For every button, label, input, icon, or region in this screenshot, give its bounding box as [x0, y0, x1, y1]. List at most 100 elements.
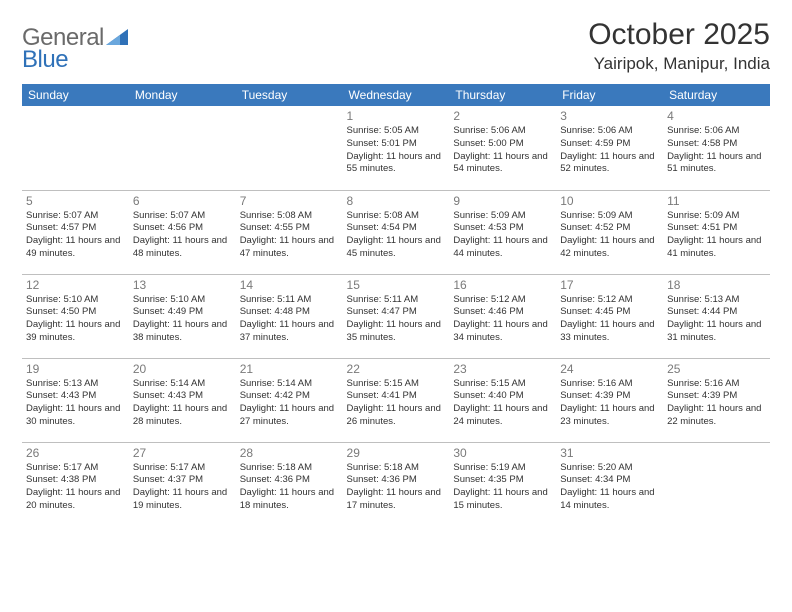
day-details: Sunrise: 5:12 AMSunset: 4:45 PMDaylight:… — [560, 294, 659, 345]
day-details: Sunrise: 5:06 AMSunset: 4:58 PMDaylight:… — [667, 125, 766, 176]
calendar-day-cell: 30Sunrise: 5:19 AMSunset: 4:35 PMDayligh… — [449, 442, 556, 526]
sunset-text: Sunset: 4:43 PM — [133, 390, 232, 403]
day-number: 21 — [240, 362, 339, 376]
sunset-text: Sunset: 4:58 PM — [667, 138, 766, 151]
dayheader-friday: Friday — [556, 84, 663, 106]
dayheader-wednesday: Wednesday — [343, 84, 450, 106]
daylight-text: Daylight: 11 hours and 52 minutes. — [560, 151, 659, 177]
dayheader-tuesday: Tuesday — [236, 84, 343, 106]
sunrise-text: Sunrise: 5:10 AM — [26, 294, 125, 307]
sunset-text: Sunset: 4:49 PM — [133, 306, 232, 319]
day-number: 9 — [453, 194, 552, 208]
dayheader-sunday: Sunday — [22, 84, 129, 106]
sunrise-text: Sunrise: 5:15 AM — [453, 378, 552, 391]
calendar-day-cell: 28 Sunrise: 5:18 AMSunset: 4:36 PMDayligh… — [236, 442, 343, 526]
calendar-day-cell: 6Sunrise: 5:07 AMSunset: 4:56 PMDaylight… — [129, 190, 236, 274]
daylight-text: Daylight: 11 hours and 47 minutes. — [240, 235, 339, 261]
day-number: 24 — [560, 362, 659, 376]
calendar-week-row: 12Sunrise: 5:10 AMSunset: 4:50 PMDayligh… — [22, 274, 770, 358]
sunset-text: Sunset: 4:43 PM — [26, 390, 125, 403]
calendar-day-cell: 5Sunrise: 5:07 AMSunset: 4:57 PMDaylight… — [22, 190, 129, 274]
calendar-day-cell: 27Sunrise: 5:17 AMSunset: 4:37 PMDayligh… — [129, 442, 236, 526]
calendar-day-cell: 9Sunrise: 5:09 AMSunset: 4:53 PMDaylight… — [449, 190, 556, 274]
sunrise-text: Sunrise: 5:20 AM — [560, 462, 659, 475]
calendar-day-cell: 24Sunrise: 5:16 AMSunset: 4:39 PMDayligh… — [556, 358, 663, 442]
day-number: 25 — [667, 362, 766, 376]
day-number: 31 — [560, 446, 659, 460]
daylight-text: Daylight: 11 hours and 20 minutes. — [26, 487, 125, 513]
sunrise-text: Sunrise: 5:06 AM — [560, 125, 659, 138]
day-details: Sunrise: 5:06 AMSunset: 4:59 PMDaylight:… — [560, 125, 659, 176]
sunset-text: Sunset: 4:55 PM — [240, 222, 339, 235]
daylight-text: Daylight: 11 hours and 37 minutes. — [240, 319, 339, 345]
day-details: Sunrise: 5:10 AMSunset: 4:50 PMDaylight:… — [26, 294, 125, 345]
calendar-day-cell: 25 Sunrise: 5:16 AMSunset: 4:39 PMDayligh… — [663, 358, 770, 442]
sunset-text: Sunset: 4:51 PM — [667, 222, 766, 235]
sunrise-text: Sunrise: 5:08 AM — [240, 210, 339, 223]
daylight-text: Daylight: 11 hours and 28 minutes. — [133, 403, 232, 429]
sunset-text: Sunset: 4:57 PM — [26, 222, 125, 235]
daylight-text: Daylight: 11 hours and 51 minutes. — [667, 151, 766, 177]
daylight-text: Daylight: 11 hours and 45 minutes. — [347, 235, 446, 261]
day-details: Sunrise: 5:13 AMSunset: 4:44 PMDaylight:… — [667, 294, 766, 345]
daylight-text: Daylight: 11 hours and 34 minutes. — [453, 319, 552, 345]
sunset-text: Sunset: 4:50 PM — [26, 306, 125, 319]
calendar-day-cell: 1 Sunrise: 5:05 AMSunset: 5:01 PMDaylight… — [343, 106, 450, 190]
title-block: October 2025 Yairipok, Manipur, India — [588, 18, 770, 74]
sunrise-text: Sunrise: 5:12 AM — [453, 294, 552, 307]
calendar-week-row: 26Sunrise: 5:17 AMSunset: 4:38 PMDayligh… — [22, 442, 770, 526]
day-number: 11 — [667, 194, 766, 208]
day-number: 27 — [133, 446, 232, 460]
calendar-day-cell: 2Sunrise: 5:06 AMSunset: 5:00 PMDaylight… — [449, 106, 556, 190]
sunrise-text: Sunrise: 5:17 AM — [26, 462, 125, 475]
daylight-text: Daylight: 11 hours and 54 minutes. — [453, 151, 552, 177]
sunrise-text: Sunrise: 5:16 AM — [560, 378, 659, 391]
sunrise-text: Sunrise: 5:17 AM — [133, 462, 232, 475]
dayheader-thursday: Thursday — [449, 84, 556, 106]
daylight-text: Daylight: 11 hours and 30 minutes. — [26, 403, 125, 429]
day-details: Sunrise: 5:19 AMSunset: 4:35 PMDaylight:… — [453, 462, 552, 513]
day-number: 3 — [560, 109, 659, 123]
daylight-text: Daylight: 11 hours and 19 minutes. — [133, 487, 232, 513]
sunrise-text: Sunrise: 5:09 AM — [560, 210, 659, 223]
day-details: Sunrise: 5:16 AMSunset: 4:39 PMDaylight:… — [667, 378, 766, 429]
sunset-text: Sunset: 5:01 PM — [347, 138, 446, 151]
calendar-day-cell: 17 Sunrise: 5:12 AMSunset: 4:45 PMDayligh… — [556, 274, 663, 358]
day-number: 22 — [347, 362, 446, 376]
brand-text-blue: Blue — [22, 46, 68, 73]
calendar-day-cell: 13Sunrise: 5:10 AMSunset: 4:49 PMDayligh… — [129, 274, 236, 358]
sunrise-text: Sunrise: 5:18 AM — [240, 462, 339, 475]
day-details: Sunrise: 5:05 AMSunset: 5:01 PMDaylight:… — [347, 125, 446, 176]
day-number: 17 — [560, 278, 659, 292]
day-details: Sunrise: 5:09 AMSunset: 4:52 PMDaylight:… — [560, 210, 659, 261]
daylight-text: Daylight: 11 hours and 44 minutes. — [453, 235, 552, 261]
day-number: 28 — [240, 446, 339, 460]
dayheader-saturday: Saturday — [663, 84, 770, 106]
sunrise-text: Sunrise: 5:11 AM — [240, 294, 339, 307]
calendar-day-cell — [22, 106, 129, 190]
daylight-text: Daylight: 11 hours and 33 minutes. — [560, 319, 659, 345]
daylight-text: Daylight: 11 hours and 55 minutes. — [347, 151, 446, 177]
sunset-text: Sunset: 4:59 PM — [560, 138, 659, 151]
sunrise-text: Sunrise: 5:10 AM — [133, 294, 232, 307]
sunset-text: Sunset: 4:39 PM — [560, 390, 659, 403]
daylight-text: Daylight: 11 hours and 26 minutes. — [347, 403, 446, 429]
calendar-day-cell: 20Sunrise: 5:14 AMSunset: 4:43 PMDayligh… — [129, 358, 236, 442]
sunrise-text: Sunrise: 5:19 AM — [453, 462, 552, 475]
sunset-text: Sunset: 4:46 PM — [453, 306, 552, 319]
day-number: 20 — [133, 362, 232, 376]
calendar-day-cell: 4Sunrise: 5:06 AMSunset: 4:58 PMDaylight… — [663, 106, 770, 190]
day-number: 7 — [240, 194, 339, 208]
sunrise-text: Sunrise: 5:07 AM — [26, 210, 125, 223]
calendar-day-cell: 14Sunrise: 5:11 AMSunset: 4:48 PMDayligh… — [236, 274, 343, 358]
sunset-text: Sunset: 4:53 PM — [453, 222, 552, 235]
sunrise-text: Sunrise: 5:13 AM — [667, 294, 766, 307]
daylight-text: Daylight: 11 hours and 39 minutes. — [26, 319, 125, 345]
calendar-day-cell — [236, 106, 343, 190]
day-number: 1 — [347, 109, 446, 123]
calendar-day-cell: 29Sunrise: 5:18 AMSunset: 4:36 PMDayligh… — [343, 442, 450, 526]
day-details: Sunrise: 5:18 AMSunset: 4:36 PMDaylight:… — [240, 462, 339, 513]
calendar-table: Sunday Monday Tuesday Wednesday Thursday… — [22, 84, 770, 526]
calendar-week-row: 1 Sunrise: 5:05 AMSunset: 5:01 PMDaylight… — [22, 106, 770, 190]
calendar-day-cell: 3 Sunrise: 5:06 AMSunset: 4:59 PMDaylight… — [556, 106, 663, 190]
